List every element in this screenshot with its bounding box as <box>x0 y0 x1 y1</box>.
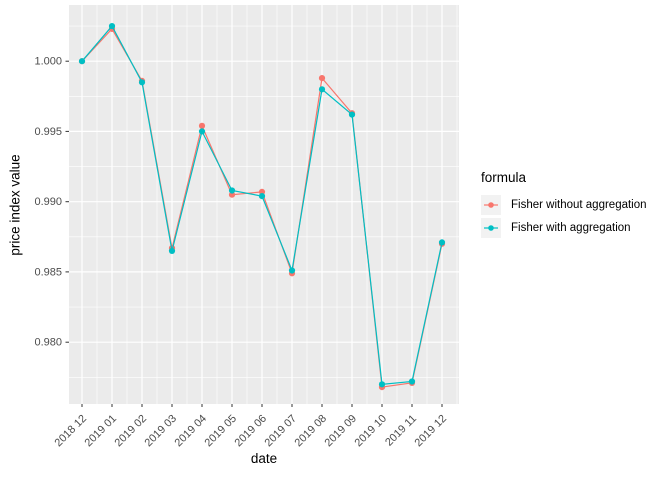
y-tick-label: 0.990 <box>34 196 62 208</box>
series-fisher-with-aggregation <box>78 23 446 388</box>
x-tick-label: 2019 08 <box>293 413 330 450</box>
data-point <box>318 86 326 93</box>
legend: formula Fisher without aggregation Fishe… <box>481 170 647 241</box>
x-tick-label: 2019 05 <box>203 413 240 450</box>
data-point <box>168 247 176 254</box>
x-tick-label: 2019 06 <box>233 413 270 450</box>
y-tick-label: 0.995 <box>34 126 62 138</box>
data-point <box>198 122 206 129</box>
x-tick-label: 2019 09 <box>323 413 360 450</box>
y-tick-label: 0.985 <box>34 266 62 278</box>
data-point <box>228 187 236 194</box>
data-point <box>288 267 296 274</box>
y-tick-label: 1.000 <box>34 56 62 68</box>
axis-ticks <box>65 60 443 407</box>
legend-key-line-dot-icon <box>481 218 501 238</box>
x-tick-label: 2019 03 <box>143 413 180 450</box>
data-point <box>78 58 86 65</box>
x-tick-label: 2019 01 <box>83 413 120 450</box>
y-tick-label: 0.980 <box>34 337 62 349</box>
data-point <box>138 79 146 86</box>
data-point <box>258 193 266 200</box>
legend-item-fisher-with-aggregation: Fisher with aggregation <box>481 218 647 238</box>
y-axis-tick-labels: 0.980 0.985 0.990 0.995 1.000 <box>34 56 62 349</box>
data-point <box>438 239 446 246</box>
legend-key-line-dot-icon <box>481 195 501 215</box>
data-point <box>378 381 386 388</box>
y-axis-title: price index value <box>7 154 23 256</box>
minor-gridlines <box>69 5 459 404</box>
data-point <box>108 23 116 30</box>
data-point <box>198 128 206 135</box>
plot-panel-background <box>69 5 459 404</box>
x-tick-label: 2019 02 <box>113 413 150 450</box>
x-axis-title: date <box>250 451 278 466</box>
x-tick-label: 2019 04 <box>173 413 210 450</box>
legend-title: formula <box>481 170 527 185</box>
x-tick-label: 2019 10 <box>353 413 390 450</box>
x-tick-label: 2019 12 <box>413 413 450 450</box>
x-tick-label: 2019 07 <box>263 413 300 450</box>
data-point <box>408 378 416 385</box>
legend-label: Fisher without aggregation <box>511 199 647 211</box>
legend-label: Fisher with aggregation <box>511 222 631 234</box>
data-point <box>318 75 326 82</box>
x-tick-label: 2018 12 <box>53 413 90 450</box>
data-point <box>348 111 356 118</box>
legend-item-fisher-without-aggregation: Fisher without aggregation <box>481 195 647 215</box>
